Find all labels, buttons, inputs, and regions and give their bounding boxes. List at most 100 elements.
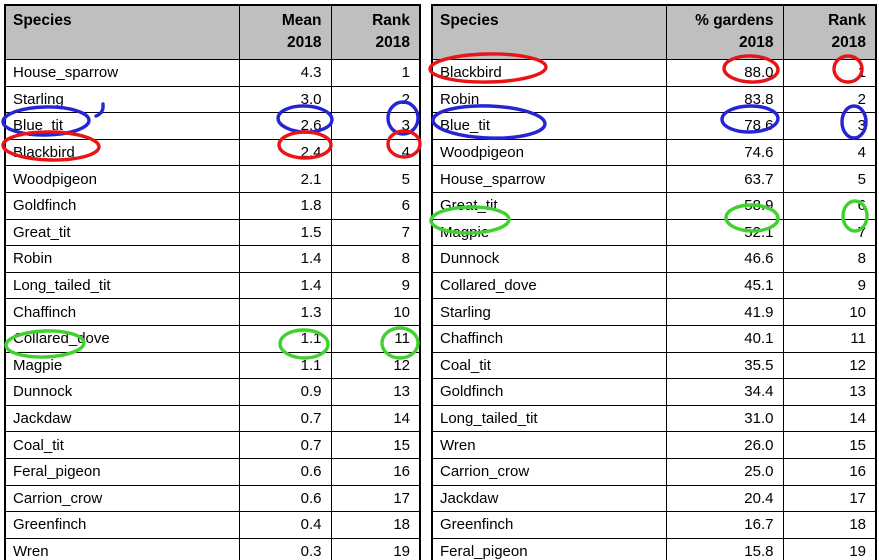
table-row: Jackdaw 20.4 17 — [431, 484, 877, 513]
value-cell: 0.3 — [238, 537, 332, 560]
rank-cell: 17 — [782, 484, 877, 513]
table-row: Wren 0.3 19 — [4, 537, 421, 560]
species-cell: Greenfinch — [431, 511, 667, 539]
value-cell: 26.0 — [665, 431, 784, 459]
rank-cell: 16 — [330, 457, 421, 486]
species-cell: Blue_tit — [4, 112, 240, 140]
table-row: Woodpigeon 74.6 4 — [431, 138, 877, 167]
species-cell: Carrion_crow — [4, 484, 240, 513]
rank-cell: 8 — [330, 245, 421, 273]
value-cell: 41.9 — [665, 298, 784, 326]
species-cell: Collared_dove — [4, 324, 240, 353]
table-row: Dunnock 46.6 8 — [431, 245, 877, 273]
value-cell: 16.7 — [665, 511, 784, 539]
species-cell: House_sparrow — [431, 165, 667, 193]
value-cell: 46.6 — [665, 245, 784, 273]
species-cell: Feral_pigeon — [431, 537, 667, 560]
species-cell: Dunnock — [4, 378, 240, 406]
table-row: House_sparrow 63.7 5 — [431, 165, 877, 193]
mean-2018-header: Mean 2018 — [238, 4, 332, 60]
value-cell: 2.1 — [238, 165, 332, 193]
table-row: Collared_dove 45.1 9 — [431, 271, 877, 300]
rank-cell: 9 — [330, 271, 421, 300]
value-cell: 25.0 — [665, 457, 784, 486]
species-cell: Wren — [431, 431, 667, 459]
rank-cell: 15 — [330, 431, 421, 459]
table-row: Goldfinch 1.8 6 — [4, 191, 421, 220]
value-cell: 58.9 — [665, 191, 784, 220]
rank-cell: 10 — [330, 298, 421, 326]
species-cell: Starling — [431, 298, 667, 326]
rank-cell: 11 — [782, 324, 877, 353]
value-cell: 15.8 — [665, 537, 784, 560]
species-cell: Starling — [4, 85, 240, 114]
species-cell: Great_tit — [431, 191, 667, 220]
table-row: Long_tailed_tit 1.4 9 — [4, 271, 421, 300]
rank-header-line2: 2018 — [831, 34, 866, 51]
species-cell: Long_tailed_tit — [4, 271, 240, 300]
rank-cell: 4 — [330, 138, 421, 167]
value-cell: 0.6 — [238, 457, 332, 486]
table-row: Chaffinch 1.3 10 — [4, 298, 421, 326]
species-cell: Coal_tit — [431, 351, 667, 380]
value-cell: 0.9 — [238, 378, 332, 406]
table-row: Jackdaw 0.7 14 — [4, 404, 421, 433]
species-cell: Wren — [4, 537, 240, 560]
species-cell: Magpie — [4, 351, 240, 380]
species-cell: House_sparrow — [4, 59, 240, 87]
rank-cell: 12 — [782, 351, 877, 380]
table-row: Chaffinch 40.1 11 — [431, 324, 877, 353]
species-cell: Chaffinch — [431, 324, 667, 353]
species-header: Species — [4, 4, 240, 60]
table-row: Coal_tit 0.7 15 — [4, 431, 421, 459]
rank-cell: 5 — [782, 165, 877, 193]
value-cell: 34.4 — [665, 378, 784, 406]
species-cell: Carrion_crow — [431, 457, 667, 486]
value-cell: 63.7 — [665, 165, 784, 193]
table-row: Robin 83.8 2 — [431, 85, 877, 114]
mean-table: Species Mean 2018 Rank 2018 House_sparro… — [4, 4, 421, 560]
table-row: Starling 3.0 2 — [4, 85, 421, 114]
species-cell: Dunnock — [431, 245, 667, 273]
species-cell: Goldfinch — [4, 191, 240, 220]
value-cell: 88.0 — [665, 59, 784, 87]
value-cell: 2.4 — [238, 138, 332, 167]
rank-cell: 11 — [330, 324, 421, 353]
table-row: Woodpigeon 2.1 5 — [4, 165, 421, 193]
table-row: Magpie 1.1 12 — [4, 351, 421, 380]
percent-header-line1: % gardens — [695, 12, 774, 29]
value-cell: 20.4 — [665, 484, 784, 513]
table-row: Robin 1.4 8 — [4, 245, 421, 273]
species-cell: Great_tit — [4, 218, 240, 247]
rank-header-line1: Rank — [372, 12, 410, 29]
species-cell: Magpie — [431, 218, 667, 247]
species-cell: Woodpigeon — [431, 138, 667, 167]
rank-cell: 6 — [330, 191, 421, 220]
value-cell: 52.1 — [665, 218, 784, 247]
table-row: Feral_pigeon 0.6 16 — [4, 457, 421, 486]
value-cell: 45.1 — [665, 271, 784, 300]
value-cell: 31.0 — [665, 404, 784, 433]
table-row: Coal_tit 35.5 12 — [431, 351, 877, 380]
species-cell: Jackdaw — [431, 484, 667, 513]
value-cell: 74.6 — [665, 138, 784, 167]
rank-cell: 1 — [330, 59, 421, 87]
rank-2018-header: Rank 2018 — [782, 4, 877, 60]
rank-cell: 3 — [330, 112, 421, 140]
table-row: Blackbird 2.4 4 — [4, 138, 421, 167]
mean-header-line2: 2018 — [287, 34, 322, 51]
value-cell: 1.1 — [238, 324, 332, 353]
value-cell: 1.3 — [238, 298, 332, 326]
species-cell: Robin — [431, 85, 667, 114]
rank-cell: 14 — [782, 404, 877, 433]
rank-cell: 18 — [782, 511, 877, 539]
table-row: Goldfinch 34.4 13 — [431, 378, 877, 406]
species-cell: Chaffinch — [4, 298, 240, 326]
species-cell: Feral_pigeon — [4, 457, 240, 486]
value-cell: 0.7 — [238, 431, 332, 459]
rank-cell: 19 — [782, 537, 877, 560]
species-header: Species — [431, 4, 667, 60]
table-row: Greenfinch 16.7 18 — [431, 511, 877, 539]
species-cell: Blackbird — [431, 59, 667, 87]
